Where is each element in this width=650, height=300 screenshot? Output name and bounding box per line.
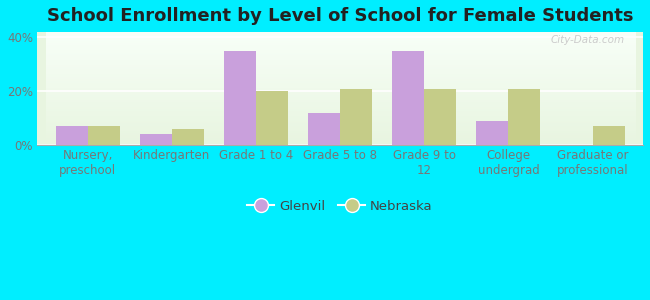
Bar — [593, 126, 625, 145]
Bar — [172, 129, 203, 145]
Bar — [88, 126, 120, 145]
Bar — [256, 91, 288, 145]
Bar — [140, 134, 172, 145]
Title: School Enrollment by Level of School for Female Students: School Enrollment by Level of School for… — [47, 7, 633, 25]
Bar — [224, 51, 256, 145]
Bar — [508, 88, 540, 145]
Bar — [424, 88, 456, 145]
Bar — [476, 121, 508, 145]
Bar — [392, 51, 424, 145]
Bar — [340, 88, 372, 145]
Legend: Glenvil, Nebraska: Glenvil, Nebraska — [242, 195, 438, 218]
Bar — [308, 113, 340, 145]
Text: City-Data.com: City-Data.com — [551, 35, 625, 45]
Bar — [56, 126, 88, 145]
